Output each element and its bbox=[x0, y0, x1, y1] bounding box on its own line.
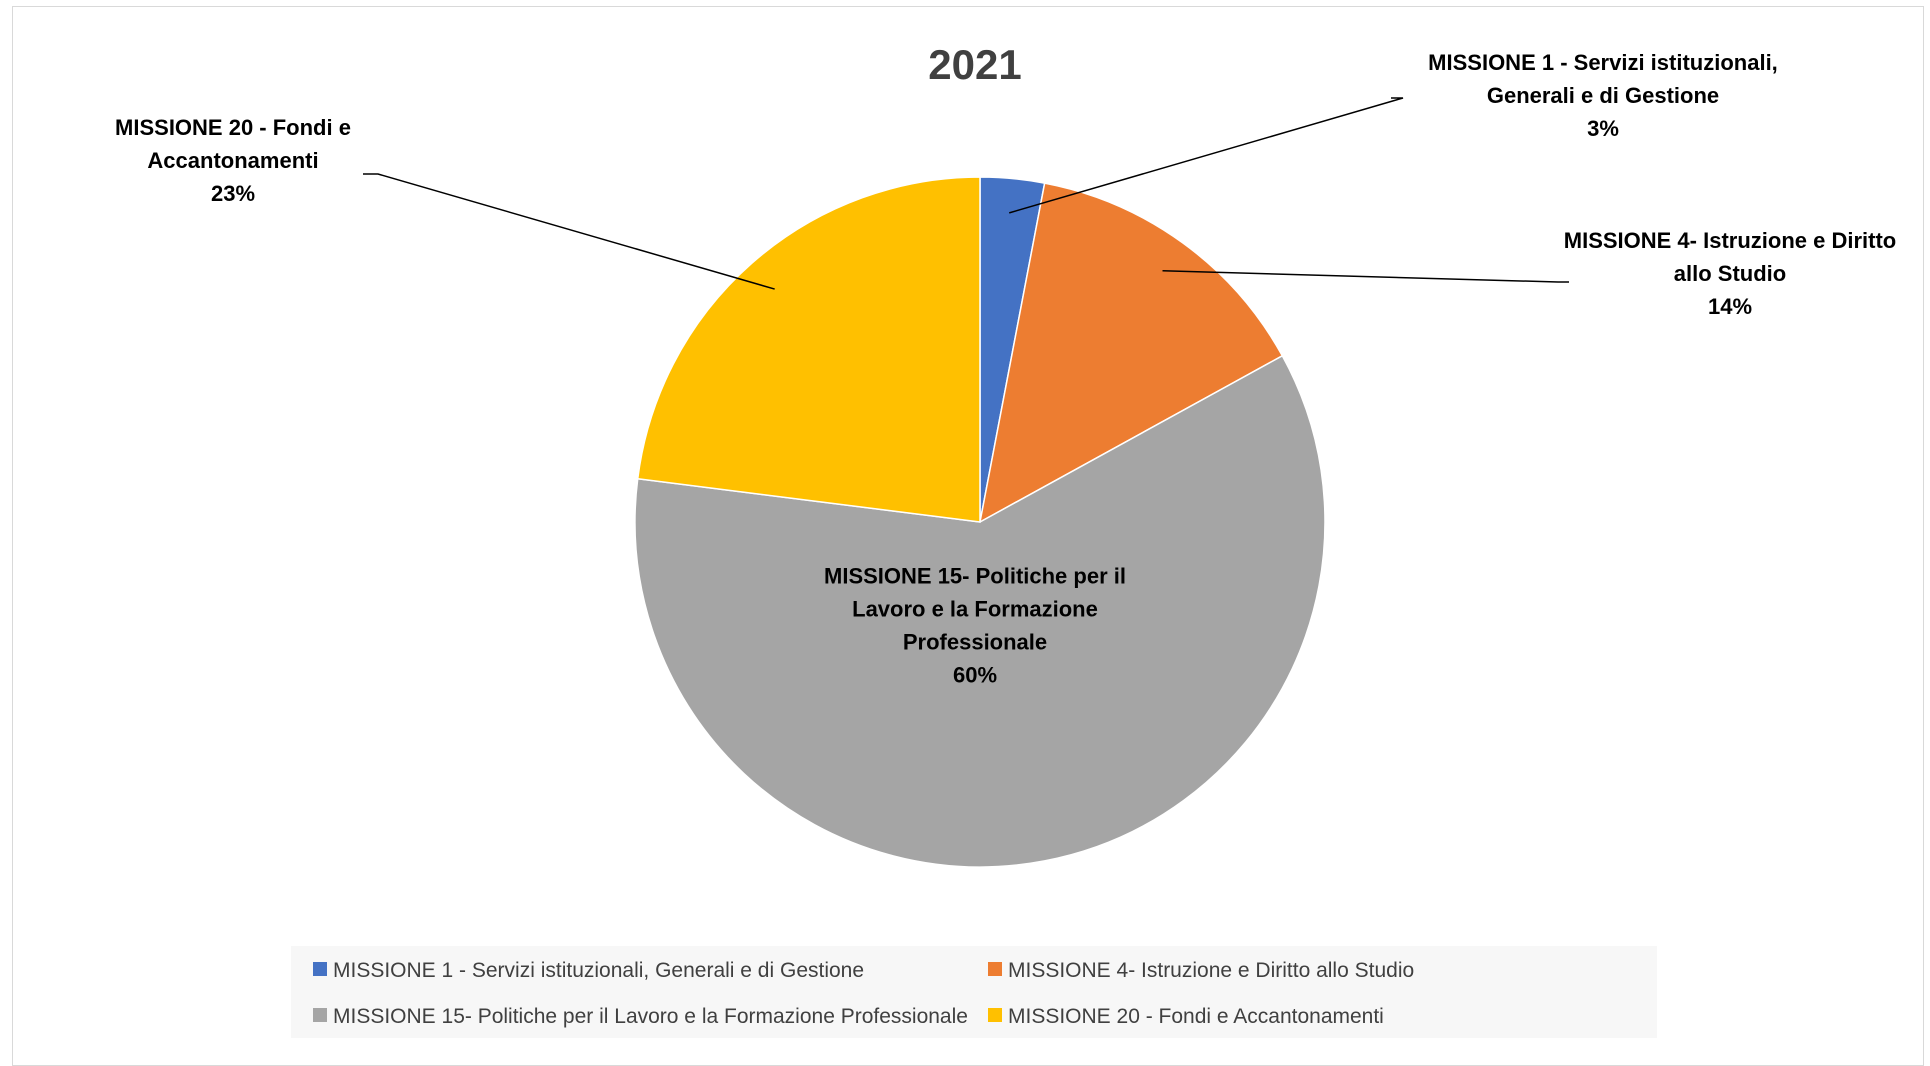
legend: MISSIONE 1 - Servizi istituzionali, Gene… bbox=[313, 959, 1414, 1028]
pie-slices bbox=[634, 176, 1326, 868]
leader-line-slice-1 bbox=[1009, 97, 1404, 214]
legend-entry-slice-2: MISSIONE 4- Istruzione e Diritto allo St… bbox=[1008, 959, 1414, 982]
pie-chart: 2021 MISSIONE 1 - Servizi istituzionali,… bbox=[115, 41, 1896, 1038]
legend-entry-slice-4: MISSIONE 20 - Fondi e Accantonamenti bbox=[1008, 1005, 1384, 1028]
legend-swatch-slice-3 bbox=[313, 1008, 327, 1022]
legend-background bbox=[291, 946, 1657, 1038]
leader-line-slice-4 bbox=[363, 173, 775, 290]
data-label-slice-4: MISSIONE 20 - Fondi e Accantonamenti 23% bbox=[115, 115, 351, 206]
leader-lines bbox=[363, 97, 1569, 290]
pie-slice-3 bbox=[634, 354, 1326, 868]
legend-entry-slice-3: MISSIONE 15- Politiche per il Lavoro e l… bbox=[333, 1005, 968, 1028]
chart-title: 2021 bbox=[928, 41, 1021, 88]
chart-frame: 2021 MISSIONE 1 - Servizi istituzionali,… bbox=[12, 6, 1924, 1066]
legend-swatch-slice-4 bbox=[988, 1008, 1002, 1022]
data-label-slice-3: MISSIONE 15- Politiche per il Lavoro e la… bbox=[824, 564, 1126, 688]
pie-slice-2 bbox=[978, 182, 1284, 524]
legend-swatch-slice-2 bbox=[988, 962, 1002, 976]
data-label-slice-1: MISSIONE 1 - Servizi istituzionali, Gener… bbox=[1428, 50, 1778, 141]
data-label-slice-2: MISSIONE 4- Istruzione e Diritto allo Stu… bbox=[1564, 228, 1896, 319]
leader-line-slice-2 bbox=[1162, 270, 1569, 283]
data-labels: MISSIONE 1 - Servizi istituzionali, Gener… bbox=[115, 50, 1896, 688]
pie-slice-4 bbox=[636, 176, 981, 523]
legend-swatch-slice-1 bbox=[313, 962, 327, 976]
legend-entry-slice-1: MISSIONE 1 - Servizi istituzionali, Gene… bbox=[333, 959, 864, 982]
